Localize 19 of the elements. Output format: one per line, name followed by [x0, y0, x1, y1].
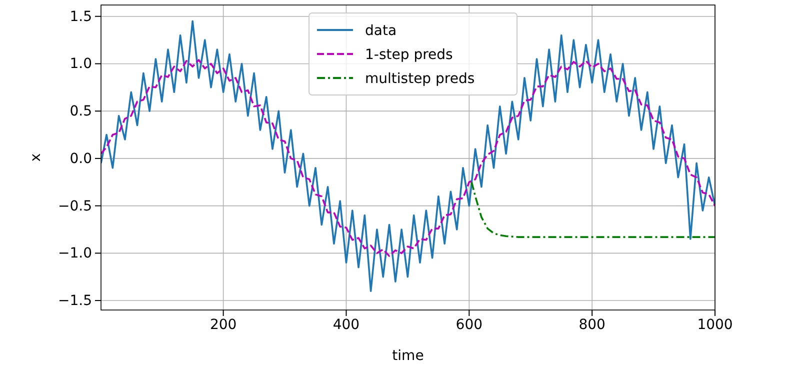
legend-label: data	[365, 23, 397, 39]
x-axis-title: time	[392, 348, 424, 364]
y-tick-label: 0.0	[70, 150, 92, 167]
line-series	[101, 20, 715, 292]
x-tick-label: 1000	[697, 316, 733, 333]
y-tick-label: 1.5	[70, 8, 92, 25]
x-tick-label: 400	[332, 316, 360, 333]
line-series	[470, 181, 715, 238]
x-tick-label: 800	[578, 316, 606, 333]
y-tick-label: −0.5	[58, 198, 92, 214]
legend-label: multistep preds	[365, 71, 475, 87]
y-tick-label: 1.0	[70, 56, 92, 72]
y-tick-label: −1.5	[58, 293, 92, 310]
legend-label: 1-step preds	[365, 47, 453, 63]
y-tick-label: −1.0	[58, 246, 92, 262]
x-tick-label: 200	[210, 316, 237, 333]
y-tick-label: 0.5	[70, 104, 92, 120]
x-tick-label: 600	[456, 316, 483, 333]
y-axis-title: x	[28, 153, 44, 162]
